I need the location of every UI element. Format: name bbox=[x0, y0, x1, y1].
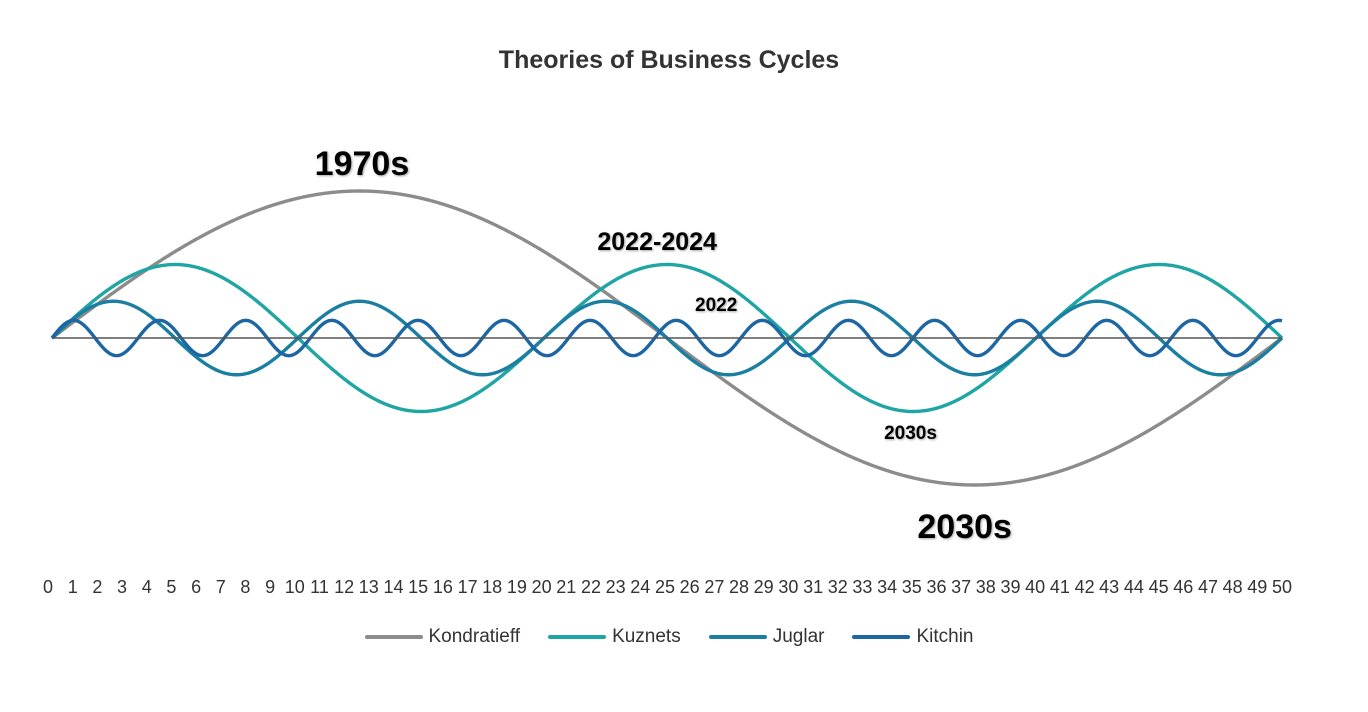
legend-label: Juglar bbox=[772, 626, 825, 647]
annotation-label: 2022-2024 bbox=[597, 228, 717, 257]
x-tick-label: 46 bbox=[1173, 577, 1193, 597]
x-tick-label: 14 bbox=[383, 577, 403, 597]
x-tick-labels: 0 1 2 3 4 5 6 7 8 9 10 11 12 13 14 15 16 17 18 19 20 21 22 23 24… bbox=[43, 577, 1292, 597]
legend-swatch bbox=[364, 635, 423, 639]
x-tick-label: 42 bbox=[1075, 577, 1095, 597]
legend-item-kuznets: Kuznets bbox=[548, 626, 681, 648]
x-tick-label: 19 bbox=[507, 577, 527, 597]
legend-label: Kuznets bbox=[612, 626, 681, 647]
x-tick-label: 37 bbox=[951, 577, 971, 597]
x-tick-label: 44 bbox=[1124, 577, 1144, 597]
x-tick-label: 34 bbox=[877, 577, 897, 597]
x-tick-label: 29 bbox=[754, 577, 774, 597]
x-tick-label: 31 bbox=[803, 577, 823, 597]
legend-label: Kondratieff bbox=[428, 626, 521, 647]
x-tick-label: 28 bbox=[729, 577, 749, 597]
x-tick-label: 22 bbox=[581, 577, 601, 597]
series-line-kitchin bbox=[50, 318, 1283, 358]
x-tick-label: 1 bbox=[68, 577, 78, 597]
annotation-label: 2030s bbox=[917, 507, 1012, 546]
series-line-kuznets bbox=[50, 262, 1284, 414]
x-tick-label: 32 bbox=[828, 577, 848, 597]
x-tick-label: 6 bbox=[191, 577, 201, 597]
x-tick-label: 24 bbox=[630, 577, 650, 597]
x-tick-label: 13 bbox=[359, 577, 379, 597]
legend-label: Kitchin bbox=[916, 626, 974, 647]
x-tick-label: 49 bbox=[1247, 577, 1267, 597]
x-tick-label: 35 bbox=[902, 577, 922, 597]
x-tick-label: 0 bbox=[43, 577, 53, 597]
x-tick-label: 43 bbox=[1099, 577, 1119, 597]
annotation-label: 2022 bbox=[695, 294, 738, 316]
x-tick-label: 36 bbox=[926, 577, 946, 597]
x-tick-label: 27 bbox=[704, 577, 724, 597]
x-tick-label: 7 bbox=[216, 577, 226, 597]
legend-item-kondratieff: Kondratieff bbox=[364, 626, 521, 648]
x-tick-label: 2 bbox=[92, 577, 102, 597]
x-tick-label: 16 bbox=[433, 577, 453, 597]
x-tick-label: 18 bbox=[482, 577, 502, 597]
x-tick-label: 39 bbox=[1000, 577, 1020, 597]
x-tick-label: 12 bbox=[334, 577, 354, 597]
x-tick-label: 38 bbox=[976, 577, 996, 597]
x-tick-label: 25 bbox=[655, 577, 675, 597]
chart-title: Theories of Business Cycles bbox=[498, 46, 840, 74]
legend-item-kitchin: Kitchin bbox=[852, 626, 974, 648]
x-tick-label: 17 bbox=[458, 577, 478, 597]
x-tick-label: 20 bbox=[532, 577, 552, 597]
x-tick-label: 30 bbox=[778, 577, 798, 597]
x-tick-label: 50 bbox=[1272, 577, 1292, 597]
x-tick-label: 11 bbox=[310, 577, 329, 597]
x-tick-label: 3 bbox=[117, 577, 127, 597]
x-tick-label: 4 bbox=[142, 577, 152, 597]
x-tick-label: 5 bbox=[166, 577, 176, 597]
x-tick-label: 9 bbox=[265, 577, 275, 597]
x-tick-label: 33 bbox=[852, 577, 872, 597]
annotation-label: 2030s bbox=[884, 422, 937, 444]
legend: Kondratieff Kuznets Juglar Kitchin bbox=[0, 626, 1338, 648]
x-tick-label: 41 bbox=[1050, 577, 1070, 597]
x-tick-label: 26 bbox=[680, 577, 700, 597]
legend-swatch bbox=[548, 635, 607, 639]
x-tick-label: 48 bbox=[1223, 577, 1243, 597]
x-tick-label: 8 bbox=[240, 577, 250, 597]
legend-swatch bbox=[852, 635, 911, 639]
x-tick-label: 47 bbox=[1198, 577, 1218, 597]
x-tick-label: 21 bbox=[556, 577, 576, 597]
annotation-label: 1970s bbox=[314, 144, 410, 183]
x-tick-label: 23 bbox=[606, 577, 626, 597]
legend-swatch bbox=[708, 635, 767, 639]
legend-item-juglar: Juglar bbox=[708, 626, 825, 648]
x-tick-label: 40 bbox=[1025, 577, 1045, 597]
x-tick-label: 45 bbox=[1149, 577, 1169, 597]
x-tick-label: 15 bbox=[408, 577, 428, 597]
x-tick-label: 10 bbox=[285, 577, 305, 597]
